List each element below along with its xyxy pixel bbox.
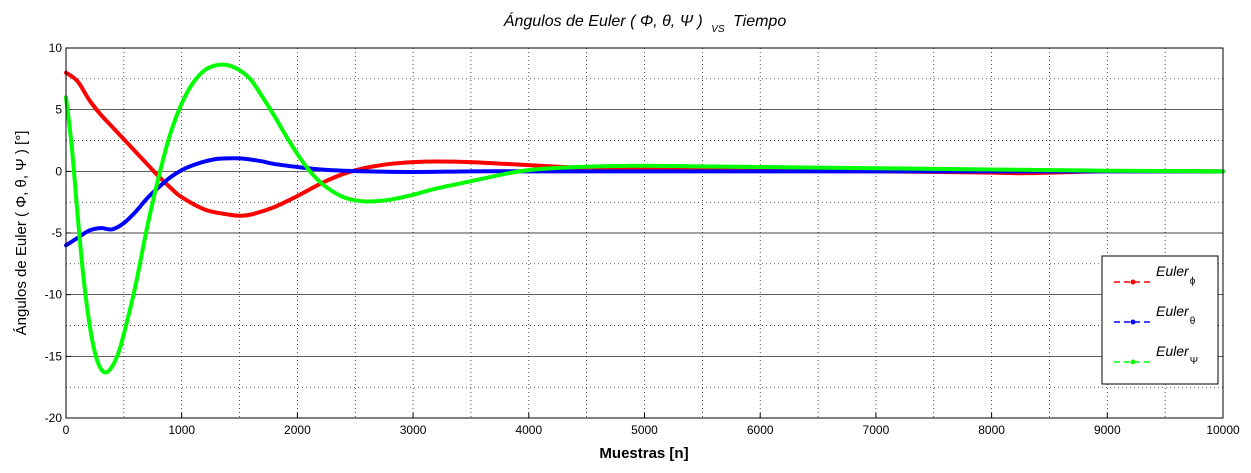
series-line-theta bbox=[64, 156, 1225, 248]
x-tick-label: 6000 bbox=[747, 423, 774, 437]
legend-box bbox=[1101, 255, 1219, 385]
legend-swatch-marker bbox=[1130, 279, 1136, 285]
legend-label: Eulerθ bbox=[1156, 303, 1196, 327]
x-tick-label: 1000 bbox=[168, 423, 195, 437]
series-line-psi bbox=[64, 62, 1225, 375]
x-tick-label: 9000 bbox=[1094, 423, 1121, 437]
y-tick-label: 5 bbox=[55, 103, 62, 117]
x-tick-label: 10000 bbox=[1206, 423, 1240, 437]
y-tick-label: -20 bbox=[45, 411, 63, 425]
y-tick-label: -15 bbox=[45, 349, 63, 363]
x-tick-label: 2000 bbox=[284, 423, 311, 437]
legend-swatch-marker bbox=[1130, 319, 1136, 325]
x-tick-label: 5000 bbox=[631, 423, 658, 437]
y-tick-label: 10 bbox=[49, 41, 63, 55]
legend-label: Eulerϕ bbox=[1156, 263, 1196, 287]
plot-area-frame bbox=[65, 47, 1224, 419]
grid bbox=[66, 48, 1223, 418]
x-tick-label: 0 bbox=[63, 423, 70, 437]
legend-entry-theta: Eulerθ bbox=[1114, 303, 1196, 327]
legend-entry-phi: Eulerϕ bbox=[1114, 263, 1196, 287]
x-tick-label: 7000 bbox=[863, 423, 890, 437]
x-tick-label: 8000 bbox=[978, 423, 1005, 437]
x-axis-label: Muestras [n] bbox=[599, 445, 688, 462]
chart-title-main: Ángulos de Euler ( Φ, θ, Ψ ) bbox=[503, 11, 703, 30]
chart-title-end: Tiempo bbox=[733, 13, 786, 30]
chart-title: Ángulos de Euler ( Φ, θ, Ψ ) VS Tiempo bbox=[503, 11, 787, 36]
axis-ticks: 0 1000 2000 3000 4000 5000 6000 7000 8000 9000 100… bbox=[45, 41, 1240, 437]
legend-swatch-marker bbox=[1130, 359, 1136, 365]
y-axis-label: Ángulos de Euler ( Φ, θ, Ψ ) [°] bbox=[13, 131, 30, 336]
x-tick-label: 3000 bbox=[400, 423, 427, 437]
legend-label: EulerΨ bbox=[1156, 343, 1198, 367]
y-tick-label: -10 bbox=[45, 288, 63, 302]
y-tick-label: 0 bbox=[55, 164, 62, 178]
x-tick-label: 4000 bbox=[515, 423, 542, 437]
legend-entry-psi: EulerΨ bbox=[1114, 343, 1198, 367]
y-tick-label: -5 bbox=[51, 226, 62, 240]
legend: Eulerϕ Eulerθ EulerΨ bbox=[1101, 255, 1219, 385]
series bbox=[64, 62, 1225, 375]
chart-title-vs: VS bbox=[711, 24, 725, 35]
